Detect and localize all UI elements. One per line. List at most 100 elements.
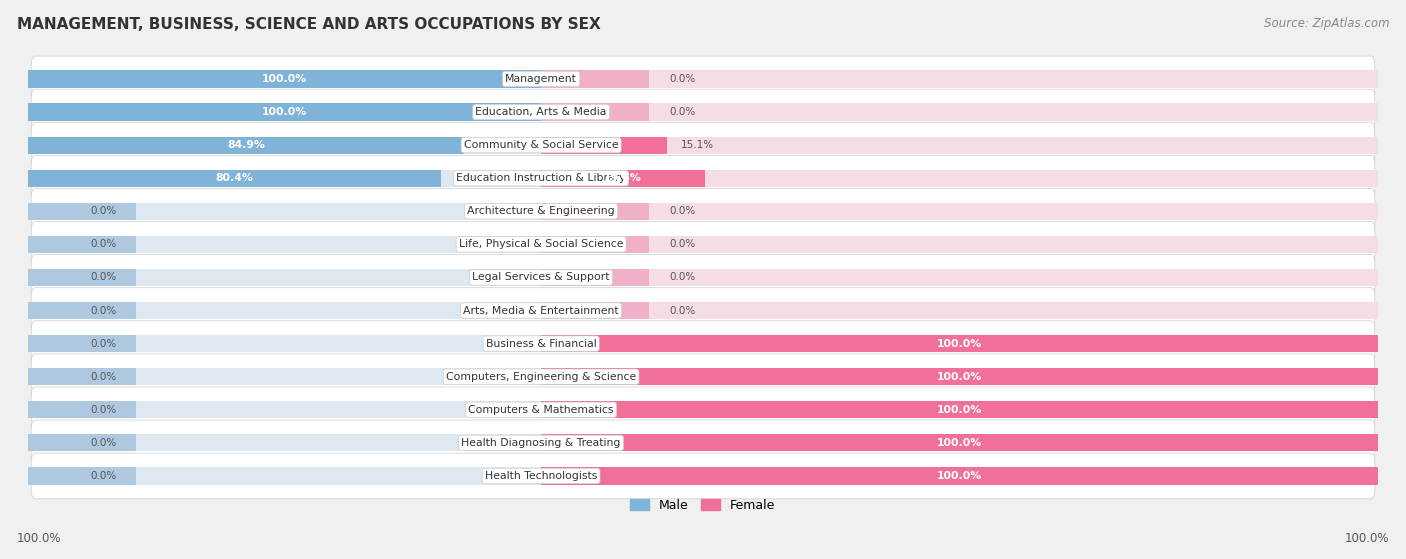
Bar (541, 467, 1378, 485)
Bar (28, 136, 541, 154)
Text: Community & Social Service: Community & Social Service (464, 140, 619, 150)
Bar (28, 269, 541, 286)
Bar (541, 434, 1378, 452)
Bar (541, 335, 1378, 352)
Text: 0.0%: 0.0% (90, 306, 117, 315)
Bar (541, 70, 1378, 88)
Text: 0.0%: 0.0% (90, 471, 117, 481)
FancyBboxPatch shape (31, 321, 1375, 367)
Text: 100.0%: 100.0% (262, 107, 308, 117)
Text: 0.0%: 0.0% (669, 206, 696, 216)
Text: 0.0%: 0.0% (669, 306, 696, 315)
Bar (541, 70, 650, 88)
Bar (28, 236, 136, 253)
Bar (28, 136, 464, 154)
Bar (541, 169, 704, 187)
Bar (541, 136, 668, 154)
Text: Business & Financial: Business & Financial (485, 339, 596, 349)
Text: 80.4%: 80.4% (215, 173, 253, 183)
Text: 100.0%: 100.0% (936, 471, 981, 481)
Bar (28, 401, 541, 418)
FancyBboxPatch shape (31, 255, 1375, 300)
Bar (28, 236, 541, 253)
Text: Management: Management (505, 74, 576, 84)
Text: Computers, Engineering & Science: Computers, Engineering & Science (446, 372, 637, 382)
Bar (28, 103, 541, 121)
Text: Health Technologists: Health Technologists (485, 471, 598, 481)
Bar (541, 203, 1378, 220)
Text: 100.0%: 100.0% (1344, 532, 1389, 545)
Bar (541, 136, 1378, 154)
Bar (541, 401, 1378, 418)
Text: Source: ZipAtlas.com: Source: ZipAtlas.com (1264, 17, 1389, 30)
Bar (541, 269, 650, 286)
Text: Architecture & Engineering: Architecture & Engineering (467, 206, 614, 216)
Text: Life, Physical & Social Science: Life, Physical & Social Science (458, 239, 623, 249)
Bar (541, 434, 1378, 452)
Bar (28, 269, 136, 286)
FancyBboxPatch shape (31, 387, 1375, 433)
Text: 0.0%: 0.0% (90, 206, 117, 216)
Text: 0.0%: 0.0% (669, 107, 696, 117)
Bar (28, 302, 541, 319)
Text: 0.0%: 0.0% (90, 239, 117, 249)
Text: 100.0%: 100.0% (262, 74, 308, 84)
Text: 0.0%: 0.0% (90, 405, 117, 415)
Text: 0.0%: 0.0% (90, 438, 117, 448)
Text: 0.0%: 0.0% (90, 339, 117, 349)
FancyBboxPatch shape (31, 188, 1375, 234)
Text: 100.0%: 100.0% (936, 438, 981, 448)
Bar (541, 236, 1378, 253)
Text: MANAGEMENT, BUSINESS, SCIENCE AND ARTS OCCUPATIONS BY SEX: MANAGEMENT, BUSINESS, SCIENCE AND ARTS O… (17, 17, 600, 32)
Text: 100.0%: 100.0% (936, 339, 981, 349)
Bar (28, 467, 541, 485)
Text: 0.0%: 0.0% (669, 239, 696, 249)
Bar (541, 368, 1378, 385)
Bar (541, 103, 650, 121)
FancyBboxPatch shape (31, 155, 1375, 201)
FancyBboxPatch shape (31, 122, 1375, 168)
Bar (541, 236, 650, 253)
Text: Education, Arts & Media: Education, Arts & Media (475, 107, 607, 117)
Text: 0.0%: 0.0% (90, 372, 117, 382)
Bar (28, 401, 136, 418)
Bar (28, 203, 541, 220)
Bar (28, 434, 541, 452)
Bar (28, 335, 136, 352)
FancyBboxPatch shape (31, 221, 1375, 267)
Bar (541, 467, 1378, 485)
Text: Legal Services & Support: Legal Services & Support (472, 272, 610, 282)
Text: Health Diagnosing & Treating: Health Diagnosing & Treating (461, 438, 621, 448)
Text: 15.1%: 15.1% (681, 140, 714, 150)
Text: 0.0%: 0.0% (669, 272, 696, 282)
FancyBboxPatch shape (31, 288, 1375, 333)
Bar (28, 70, 541, 88)
Bar (28, 169, 541, 187)
Bar (541, 203, 650, 220)
FancyBboxPatch shape (31, 420, 1375, 466)
Bar (541, 335, 1378, 352)
Bar (28, 103, 541, 121)
Bar (28, 203, 136, 220)
Text: 84.9%: 84.9% (228, 140, 266, 150)
Bar (28, 70, 541, 88)
Bar (28, 169, 440, 187)
Text: 100.0%: 100.0% (17, 532, 62, 545)
Bar (541, 302, 650, 319)
Bar (541, 368, 1378, 385)
Bar (541, 401, 1378, 418)
Bar (28, 467, 136, 485)
FancyBboxPatch shape (31, 453, 1375, 499)
Bar (28, 302, 136, 319)
Text: 100.0%: 100.0% (936, 372, 981, 382)
Text: 19.6%: 19.6% (605, 173, 643, 183)
Text: 100.0%: 100.0% (936, 405, 981, 415)
Text: 0.0%: 0.0% (669, 74, 696, 84)
Bar (28, 368, 136, 385)
FancyBboxPatch shape (31, 354, 1375, 400)
Bar (28, 434, 136, 452)
Bar (541, 103, 1378, 121)
Legend: Male, Female: Male, Female (626, 494, 780, 517)
Bar (28, 335, 541, 352)
Text: Education Instruction & Library: Education Instruction & Library (457, 173, 626, 183)
